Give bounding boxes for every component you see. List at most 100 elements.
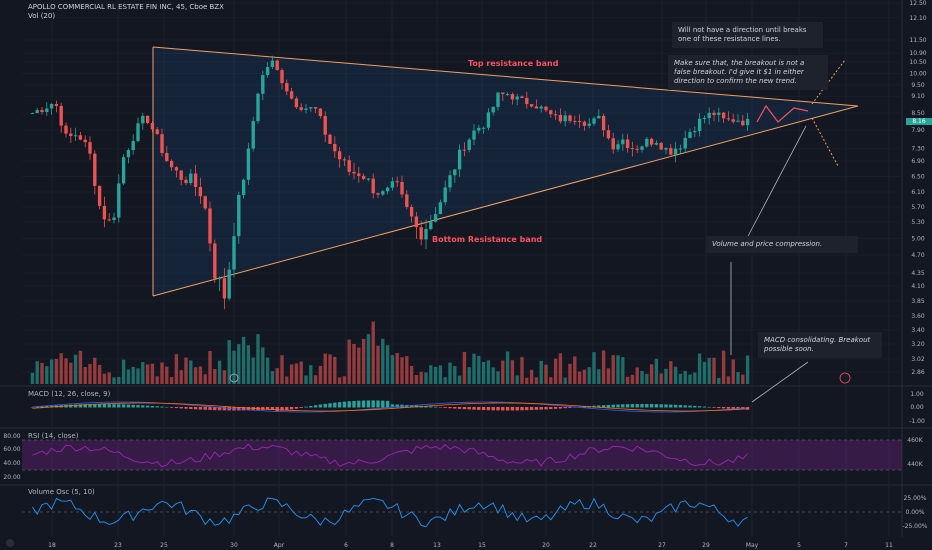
- macd-histogram-bar: [630, 404, 635, 408]
- volume-bar: [409, 365, 414, 384]
- price-tick-label: 3.20: [911, 341, 925, 348]
- volume-bar: [347, 339, 351, 384]
- macd-histogram-bar: [213, 407, 217, 411]
- macd-histogram-bar: [601, 405, 606, 408]
- candle-body: [294, 98, 299, 108]
- volume-bar: [577, 371, 582, 384]
- top-band-label: Top resistance band: [468, 59, 559, 68]
- volume-bar: [93, 357, 97, 384]
- volume-bar: [549, 377, 553, 384]
- volume-bar: [371, 321, 375, 384]
- macd-histogram-bar: [141, 405, 145, 408]
- candle-body: [333, 143, 337, 152]
- volume-bar: [501, 360, 505, 384]
- macd-histogram-bar: [659, 404, 663, 408]
- candle-body: [337, 151, 342, 160]
- volume-bar: [486, 360, 491, 384]
- volume-bar: [59, 353, 63, 384]
- macd-histogram-bar: [131, 404, 135, 408]
- candle-body: [227, 269, 231, 299]
- price-tick-label: 9.10: [911, 93, 925, 100]
- candle-body: [568, 115, 572, 121]
- volume-bar: [83, 367, 87, 384]
- macd-histogram-bar: [371, 400, 375, 408]
- note-arrow-macd: [751, 361, 809, 403]
- candle-body: [544, 106, 548, 111]
- candle-body: [664, 148, 668, 150]
- volume-bar: [453, 365, 457, 384]
- candle-body: [429, 221, 433, 230]
- macd-tick-label: -1.00: [909, 418, 925, 425]
- candle-body: [525, 97, 529, 105]
- volume-bar: [179, 370, 183, 384]
- candle-body: [40, 110, 44, 113]
- candle-body: [289, 91, 294, 99]
- macd-histogram-bar: [424, 406, 428, 408]
- price-tick-label: 9.50: [911, 82, 925, 89]
- volume-bar: [448, 362, 452, 384]
- volume-bar: [601, 350, 606, 384]
- price-tick-label: 11.50: [909, 37, 926, 44]
- macd-histogram-bar: [702, 406, 707, 408]
- volume-bar: [467, 367, 471, 384]
- candle-body: [472, 130, 476, 140]
- macd-histogram-bar: [150, 405, 155, 408]
- macd-histogram-bar: [664, 404, 668, 408]
- volume-bar: [472, 353, 476, 384]
- macd-histogram-bar: [112, 404, 116, 408]
- candle-body: [376, 193, 380, 195]
- macd-histogram-bar: [731, 407, 735, 409]
- candle-body: [496, 92, 500, 107]
- volume-bar: [573, 356, 577, 384]
- macd-histogram-bar: [606, 404, 611, 408]
- x-tick-label: 11: [885, 542, 893, 549]
- macd-histogram-bar: [93, 404, 97, 408]
- volume-bar: [256, 334, 260, 384]
- macd-histogram-bar: [165, 406, 169, 408]
- macd-histogram-bar: [97, 404, 102, 408]
- macd-histogram-bar: [693, 405, 697, 408]
- price-tick-label: 8.50: [911, 110, 925, 117]
- candle-body: [424, 229, 428, 240]
- volume-bar: [693, 372, 697, 384]
- rsi-line: [32, 443, 748, 468]
- candle-body: [136, 123, 140, 141]
- macd-histogram-bar: [208, 407, 212, 410]
- macd-histogram-bar: [616, 404, 620, 408]
- candle-body: [395, 181, 399, 183]
- candle-body: [246, 148, 251, 180]
- macd-histogram-bar: [352, 400, 356, 408]
- candle-body: [198, 186, 203, 197]
- candle-body: [366, 178, 371, 180]
- price-tick-label: 5.70: [911, 204, 925, 211]
- candle-body: [453, 169, 457, 176]
- candle-body: [35, 110, 39, 114]
- breakout-down-arrow: [811, 117, 839, 167]
- volume-bar: [126, 369, 131, 384]
- candle-body: [232, 236, 236, 270]
- price-tick-label: 7.30: [911, 146, 925, 153]
- macd-histogram-bar: [107, 404, 111, 408]
- candle-body: [409, 206, 414, 217]
- macd-histogram-bar: [189, 407, 193, 410]
- volume-bar: [184, 357, 188, 384]
- volume-bar: [275, 368, 279, 384]
- macd-histogram-bar: [726, 407, 731, 409]
- candle-body: [745, 118, 750, 126]
- price-tick-label: 3.02: [911, 356, 925, 363]
- macd-histogram-bar: [241, 407, 246, 411]
- candle-body: [189, 173, 193, 184]
- candle-body: [558, 115, 563, 122]
- candle-body: [534, 106, 539, 109]
- volume-bar: [107, 372, 111, 384]
- macd-histogram-bar: [467, 407, 471, 410]
- volume-bar: [30, 372, 35, 384]
- candle-body: [640, 146, 644, 150]
- volume-bar: [241, 336, 246, 384]
- volume-bar: [678, 373, 683, 384]
- macd-histogram-bar: [390, 404, 395, 408]
- candle-body: [577, 121, 582, 123]
- x-tick-label: May: [746, 542, 759, 549]
- volume-bar: [529, 369, 534, 384]
- macd-histogram-bar: [621, 404, 625, 408]
